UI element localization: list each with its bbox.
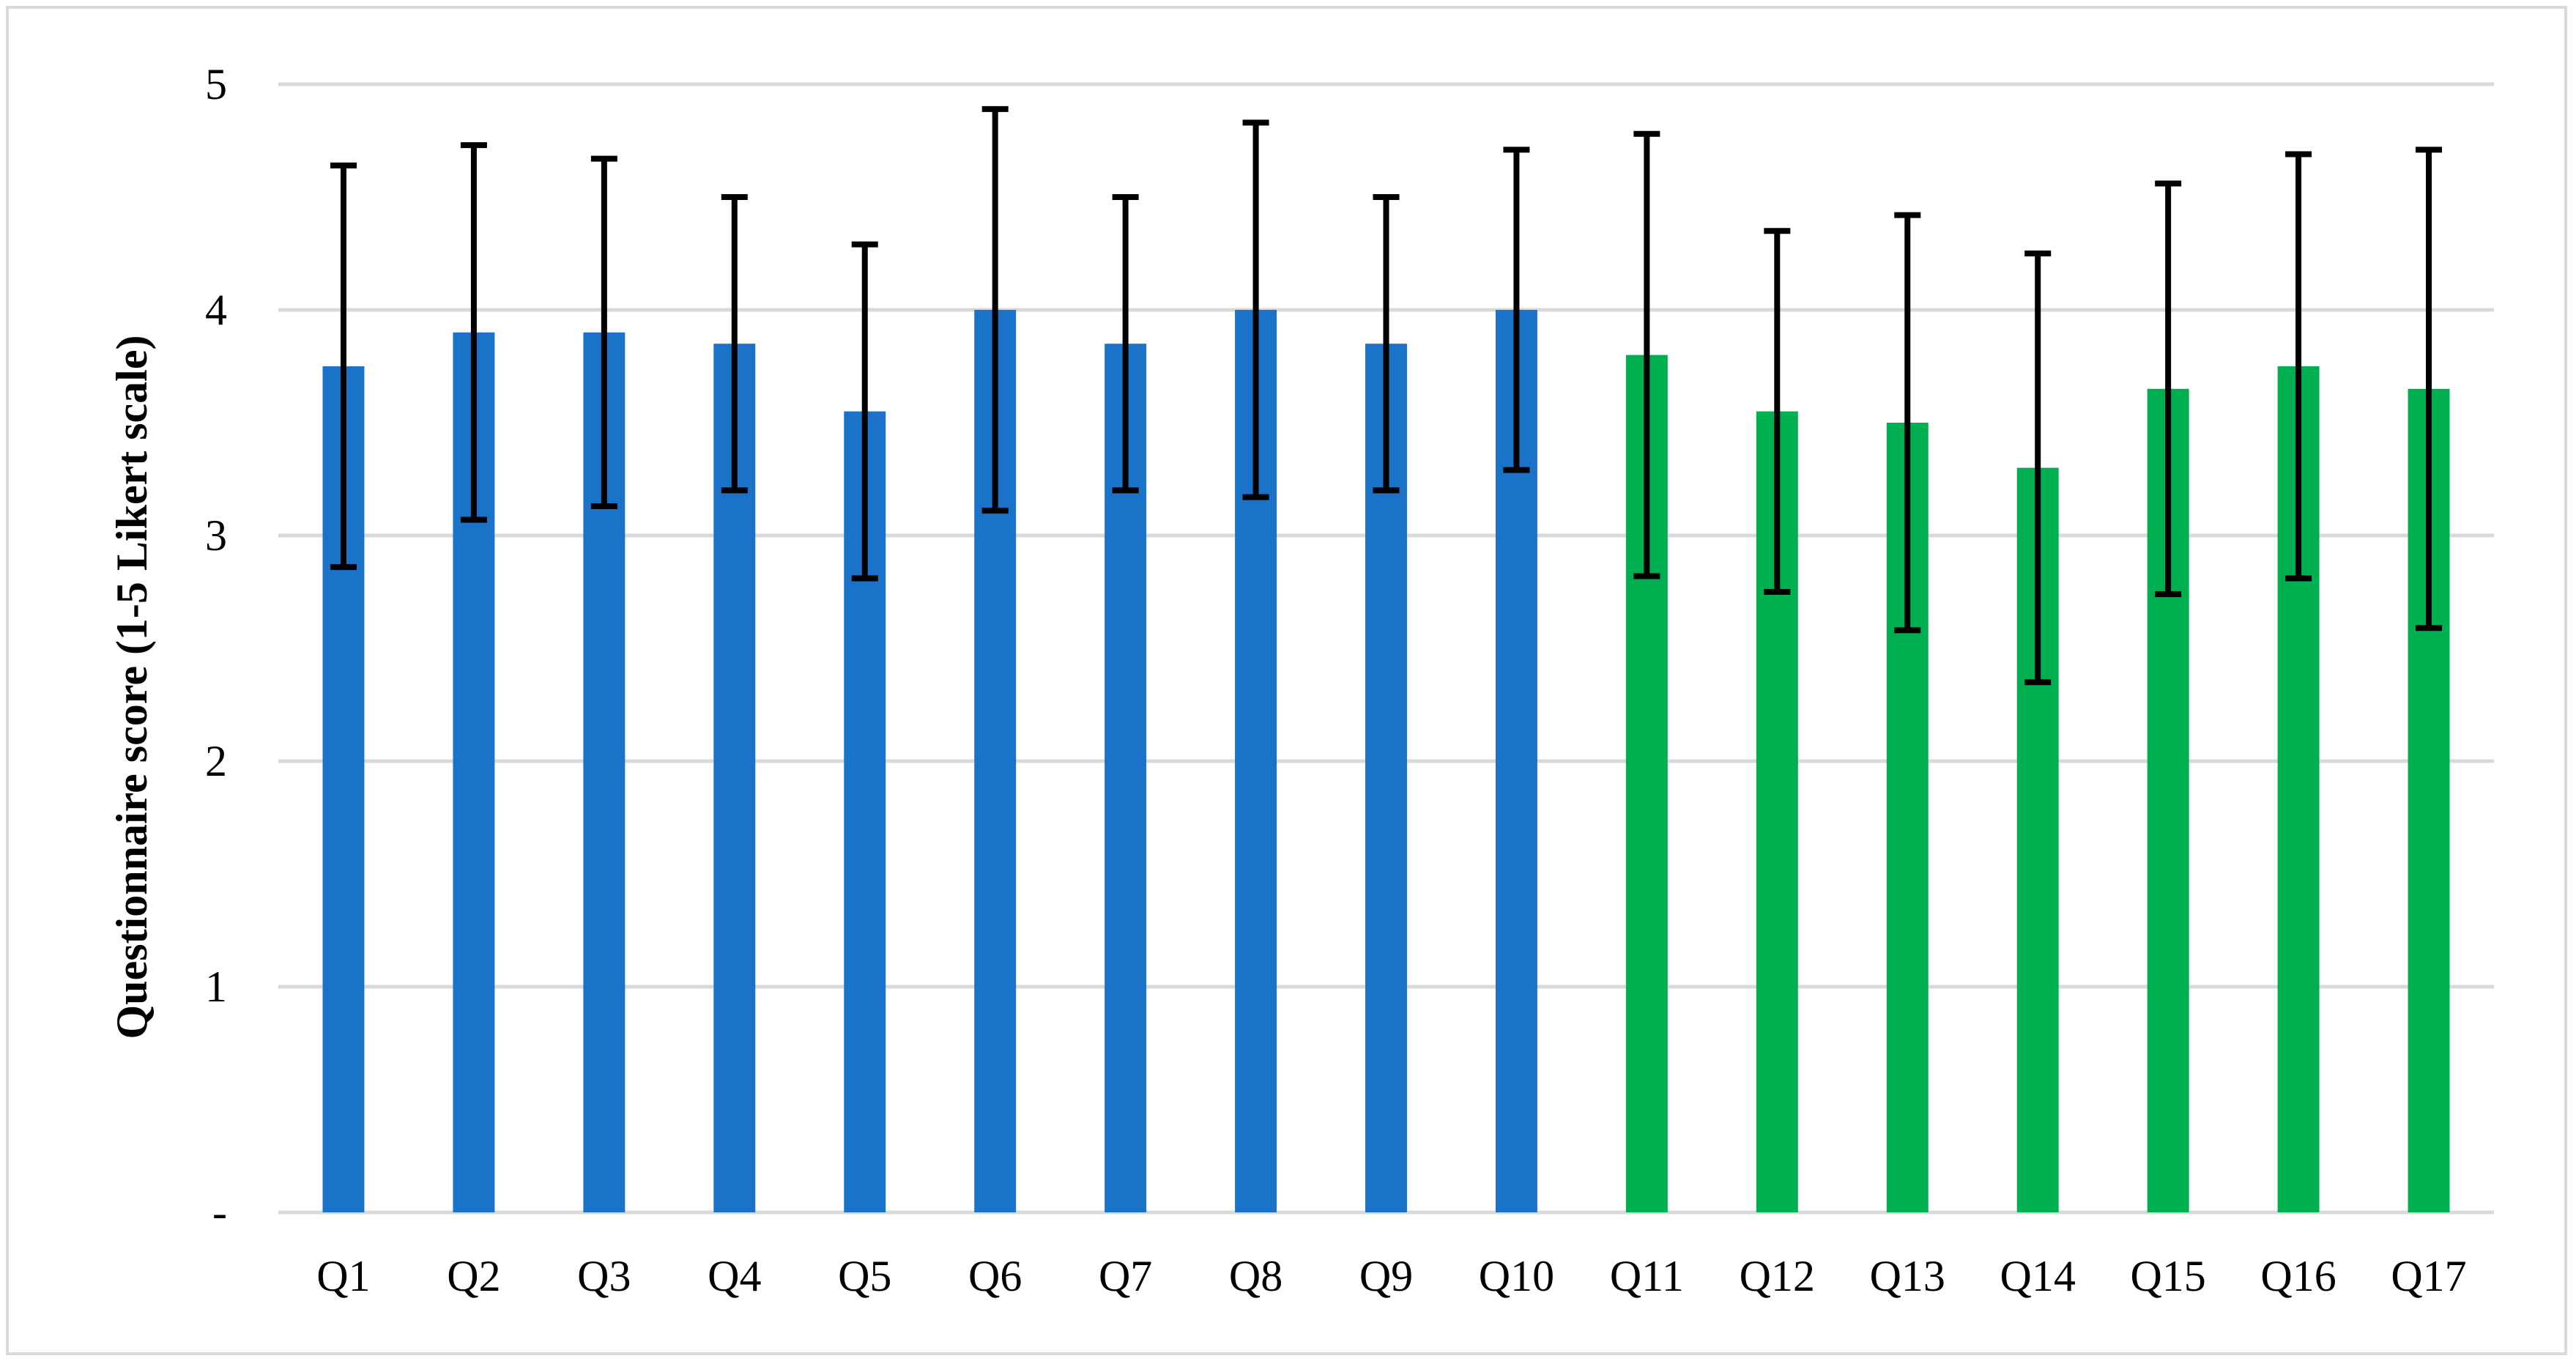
x-tick-label: Q12 xyxy=(1740,1252,1815,1300)
error-bar-q3 xyxy=(590,155,617,509)
x-tick-label: Q14 xyxy=(2000,1252,2076,1300)
chart-frame xyxy=(6,6,2567,1355)
error-bar-q17 xyxy=(2416,147,2443,631)
y-tick-label: 3 xyxy=(205,511,227,560)
error-bar-q10 xyxy=(1503,147,1530,473)
error-bar-q12 xyxy=(1764,228,1791,595)
x-tick-label: Q17 xyxy=(2391,1252,2466,1300)
x-tick-label: Q15 xyxy=(2130,1252,2205,1300)
gridlines xyxy=(278,82,2494,1215)
y-axis-ticks: - 1 2 3 4 5 xyxy=(205,60,227,1237)
y-tick-label: 5 xyxy=(205,60,227,108)
x-tick-label: Q3 xyxy=(577,1252,631,1300)
error-bar-q6 xyxy=(981,105,1009,514)
x-tick-label: Q5 xyxy=(838,1252,891,1300)
error-bar-q4 xyxy=(721,194,748,494)
error-bars xyxy=(330,105,2443,686)
x-axis-ticks: Q1 Q2 Q3 Q4 Q5 Q6 Q7 Q8 Q9 Q10 Q11 Q12 Q13 Q14 Q15 Q16 Q… xyxy=(316,1252,2466,1300)
error-bar-q13 xyxy=(1894,212,1921,634)
error-bar-q9 xyxy=(1373,194,1400,494)
y-tick-label: 4 xyxy=(205,286,227,334)
x-tick-label: Q4 xyxy=(708,1252,761,1300)
error-bar-q16 xyxy=(2285,151,2312,582)
error-bar-q2 xyxy=(460,142,487,523)
error-bar-q7 xyxy=(1112,194,1139,494)
x-tick-label: Q1 xyxy=(316,1252,370,1300)
x-tick-label: Q8 xyxy=(1229,1252,1283,1300)
y-tick-label: - xyxy=(212,1188,227,1237)
x-tick-label: Q10 xyxy=(1479,1252,1554,1300)
x-tick-label: Q2 xyxy=(447,1252,500,1300)
error-bar-q8 xyxy=(1242,119,1269,500)
x-tick-label: Q13 xyxy=(1870,1252,1945,1300)
x-tick-label: Q9 xyxy=(1359,1252,1413,1300)
x-tick-label: Q16 xyxy=(2260,1252,2336,1300)
y-axis-label: Questionnaire score (1-5 Likert scale) xyxy=(108,336,156,1039)
y-tick-label: 1 xyxy=(205,963,227,1011)
error-bar-q1 xyxy=(330,162,357,571)
error-bar-q11 xyxy=(1633,130,1660,579)
y-tick-label: 2 xyxy=(205,737,227,785)
x-tick-label: Q11 xyxy=(1610,1252,1684,1300)
error-bar-q5 xyxy=(851,241,878,582)
error-bar-q15 xyxy=(2155,180,2182,598)
error-bar-q14 xyxy=(2024,251,2052,686)
x-tick-label: Q6 xyxy=(968,1252,1022,1300)
bars xyxy=(322,310,2450,1213)
x-tick-label: Q7 xyxy=(1099,1252,1152,1300)
